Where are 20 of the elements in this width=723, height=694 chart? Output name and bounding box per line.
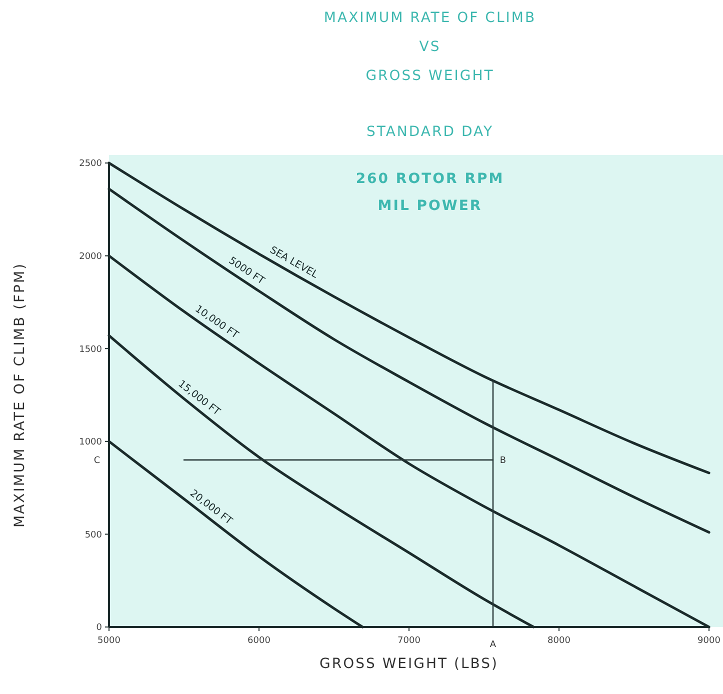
x-tick-label: 7000 [398, 636, 421, 646]
y-tick-label: 1500 [79, 344, 102, 355]
x-tick-label: 6000 [248, 636, 271, 646]
text: C [94, 456, 100, 466]
chart-subtitle: STANDARD DAY [366, 124, 494, 140]
y-tick-label: 2000 [79, 252, 102, 262]
y-tick-label: 1000 [79, 438, 102, 448]
y-axis-title: MAXIMUM RATE OF CLIMB (FPM) [12, 262, 28, 528]
annotation: 260 ROTOR RPM [356, 171, 504, 187]
x-tick-label: 9000 [698, 636, 721, 646]
x-tick-label: 5000 [98, 636, 121, 646]
y-tick-label: 500 [84, 530, 102, 540]
x-axis-title: GROSS WEIGHT (LBS) [320, 656, 498, 672]
y-tick-label: 2500 [79, 159, 102, 170]
annotation: MIL POWER [378, 198, 482, 214]
x-tick-label: 8000 [548, 636, 571, 646]
annotation: B [500, 456, 506, 466]
annotation: A [490, 640, 497, 650]
y-tick-label: 0 [96, 623, 102, 634]
chart-title: MAXIMUM RATE OF CLIMB VS GROSS WEIGHT [324, 10, 536, 84]
